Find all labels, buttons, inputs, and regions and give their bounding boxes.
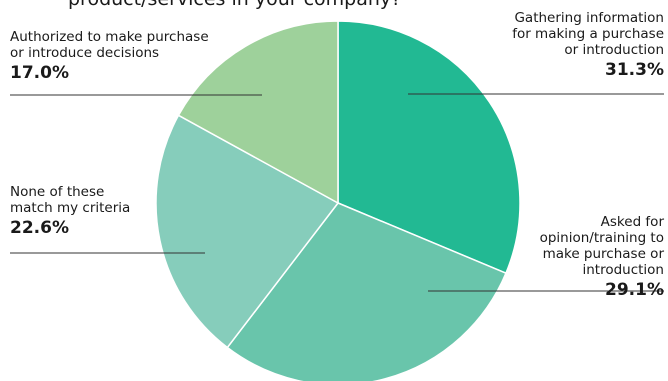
- slice-label-text: Gathering information for making a purch…: [512, 10, 664, 58]
- slice-value: 17.0%: [10, 63, 69, 83]
- pie-slice-none-of-these: [155, 114, 340, 349]
- slice-label-asked-for-opinion: Asked for opinion/training to make purch…: [540, 214, 664, 301]
- slice-label-text: Authorized to make purchase or introduce…: [10, 29, 209, 61]
- slice-value: 29.1%: [605, 280, 664, 300]
- slice-label-text: None of these match my criteria: [10, 184, 131, 216]
- slice-label-none-of-these: None of these match my criteria 22.6%: [10, 184, 130, 239]
- slice-value: 22.6%: [10, 218, 69, 238]
- slice-label-authorized: Authorized to make purchase or introduce…: [10, 29, 209, 84]
- pie-slice-gathering-information: [337, 20, 521, 275]
- slice-value: 31.3%: [605, 60, 664, 80]
- chart-title: product/services in your company?: [68, 0, 401, 10]
- slice-label-gathering-information: Gathering information for making a purch…: [512, 10, 664, 81]
- pie-slice-authorized: [177, 20, 339, 205]
- slice-label-text: Asked for opinion/training to make purch…: [539, 214, 664, 278]
- pie-slice-asked-for-opinion: [226, 202, 507, 381]
